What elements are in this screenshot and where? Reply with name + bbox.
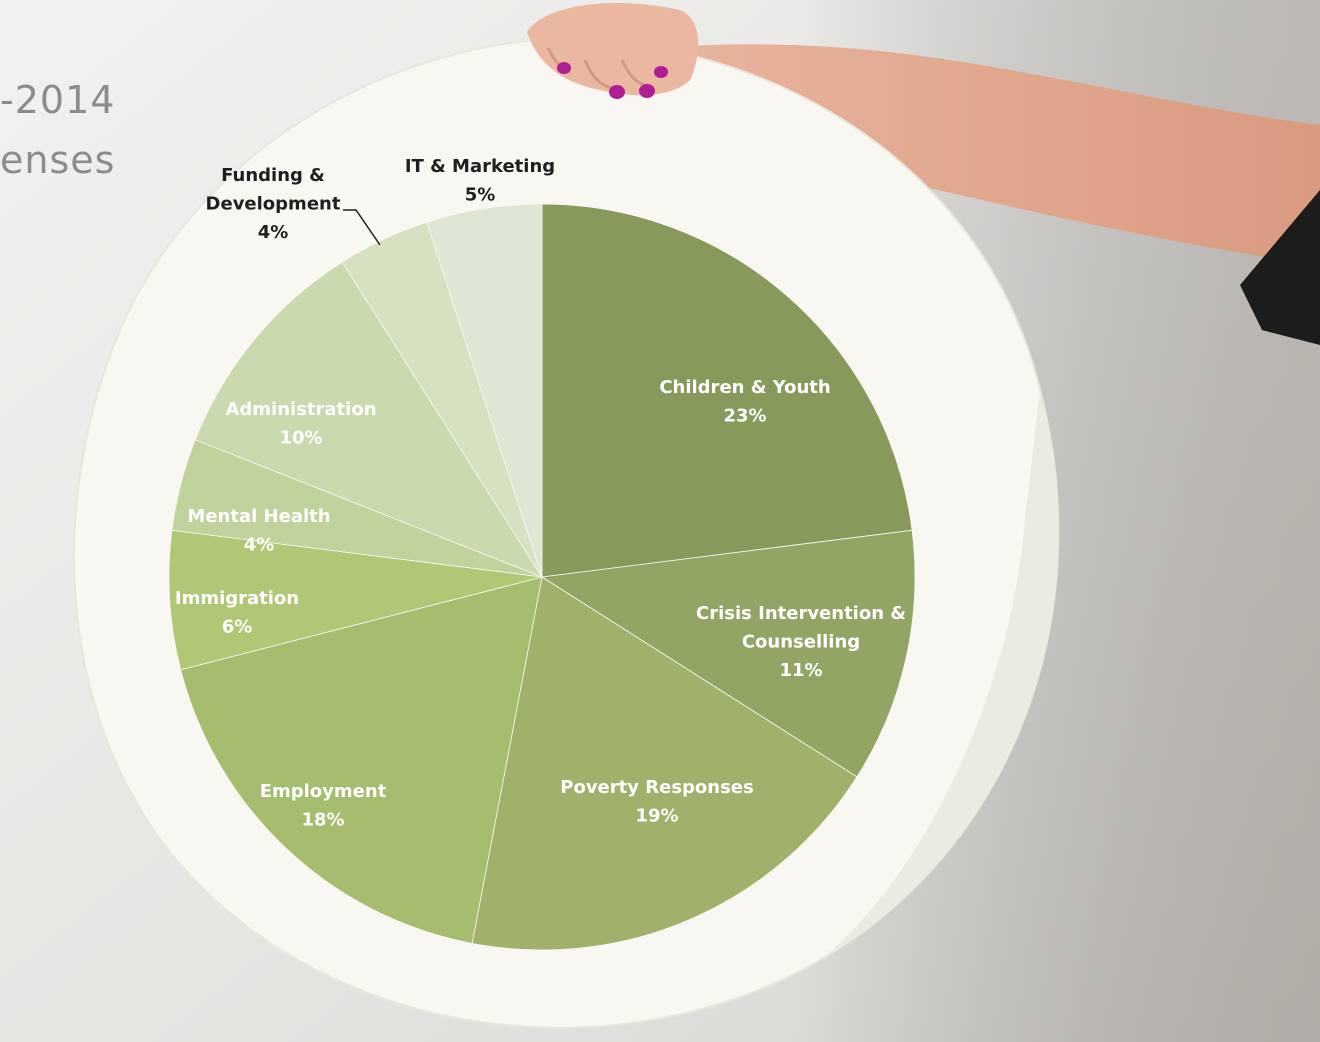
pie-slice-label: Poverty Responses 19% bbox=[560, 777, 753, 827]
fingernail bbox=[654, 66, 668, 78]
fingernail bbox=[557, 62, 571, 74]
pie-slice bbox=[426, 203, 543, 578]
pie-slice-label: Administration 10% bbox=[225, 399, 376, 449]
pie-slice-label: Employment 18% bbox=[260, 781, 387, 831]
sleeve bbox=[1240, 190, 1320, 345]
pie-slice bbox=[180, 576, 543, 944]
pie-chart bbox=[168, 203, 916, 951]
hand bbox=[527, 3, 699, 99]
pie-slice-label: Children & Youth 23% bbox=[659, 377, 830, 427]
fingernail bbox=[609, 85, 625, 99]
pie-slice-label: Funding & Development 4% bbox=[206, 165, 341, 243]
pie-slice-label: Mental Health 4% bbox=[187, 506, 330, 556]
fingernail bbox=[639, 84, 655, 98]
pie-slice-label: Crisis Intervention & Counselling 11% bbox=[696, 603, 906, 681]
pie-labels: Children & Youth 23% Crisis Intervention &… bbox=[175, 156, 906, 831]
title-line-2: enses bbox=[0, 138, 116, 182]
pie-slice bbox=[540, 529, 916, 778]
pie-slice bbox=[168, 529, 543, 671]
pie-slice bbox=[471, 576, 858, 951]
board-shadow-edge bbox=[820, 390, 1059, 960]
pie-slice-label: IT & Marketing 5% bbox=[405, 156, 555, 206]
pie-slice bbox=[194, 261, 543, 578]
label-leader-line bbox=[343, 209, 381, 246]
pie-slice bbox=[541, 203, 913, 578]
title-line-1: -2014 bbox=[0, 78, 116, 122]
pie-slice-label: Immigration 6% bbox=[175, 588, 299, 638]
